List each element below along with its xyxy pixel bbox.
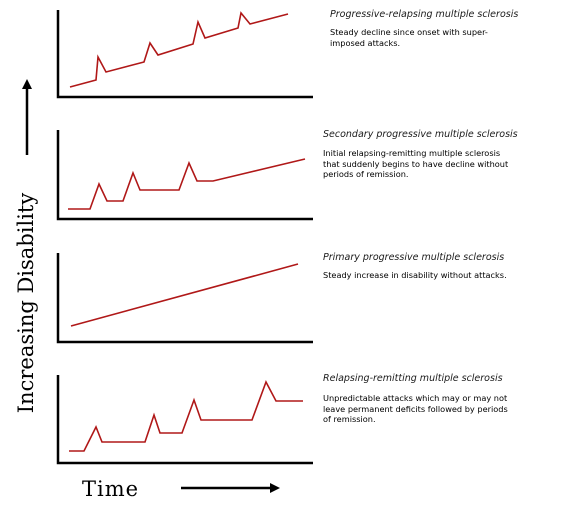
panel-1-description: Steady decline since onset with super- i… [330, 27, 488, 48]
panel-4-curve [69, 380, 303, 452]
panel-4-axes [56, 375, 313, 465]
y-axis-label: Increasing Disability [14, 192, 38, 414]
panel-3-description: Steady increase in disability without at… [323, 270, 507, 280]
panel-2-curve [68, 158, 306, 210]
panel-1-axes [56, 10, 313, 99]
x-axis-label: Time [82, 477, 140, 501]
panel-4-description: Unpredictable attacks which may or may n… [323, 393, 508, 424]
panel-3-title: Primary progressive multiple sclerosis [323, 252, 505, 263]
panel-3-curve [70, 263, 299, 327]
panel-1-curve [69, 11, 289, 88]
panel-4-title: Relapsing-remitting multiple sclerosis [323, 373, 503, 384]
panel-3-axes [56, 253, 313, 344]
panel-2-description: Initial relapsing-remitting multiple scl… [323, 148, 509, 179]
panel-2-axes [56, 130, 313, 221]
panel-2-title: Secondary progressive multiple sclerosis [323, 129, 518, 140]
panel-1-title: Progressive-relapsing multiple sclerosis [330, 9, 519, 20]
